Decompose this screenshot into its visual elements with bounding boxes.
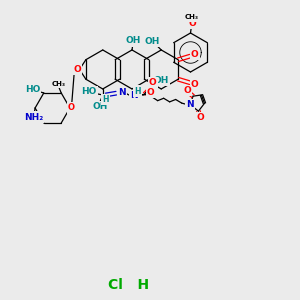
Text: OH: OH [126,37,141,46]
Text: HO: HO [82,88,97,97]
Text: CH₃: CH₃ [185,14,199,20]
Text: O: O [196,113,204,122]
Text: H: H [102,95,108,104]
Text: O: O [149,78,157,87]
Text: O: O [147,88,154,97]
Text: H: H [135,87,141,96]
Text: O: O [191,80,199,89]
Text: OH: OH [92,102,107,111]
Text: N: N [186,100,194,109]
Text: OH: OH [153,76,169,85]
Text: O: O [68,103,75,112]
Text: CH₃: CH₃ [51,81,65,87]
Text: O: O [74,65,81,74]
Text: HO: HO [25,85,40,94]
Text: O: O [191,50,199,59]
Text: NH₂: NH₂ [24,112,43,122]
Text: N: N [130,91,137,100]
Text: OH: OH [145,37,160,46]
Text: O: O [188,19,196,28]
Text: N: N [118,88,126,97]
Text: O: O [183,86,191,95]
Text: Cl   H: Cl H [108,278,150,292]
